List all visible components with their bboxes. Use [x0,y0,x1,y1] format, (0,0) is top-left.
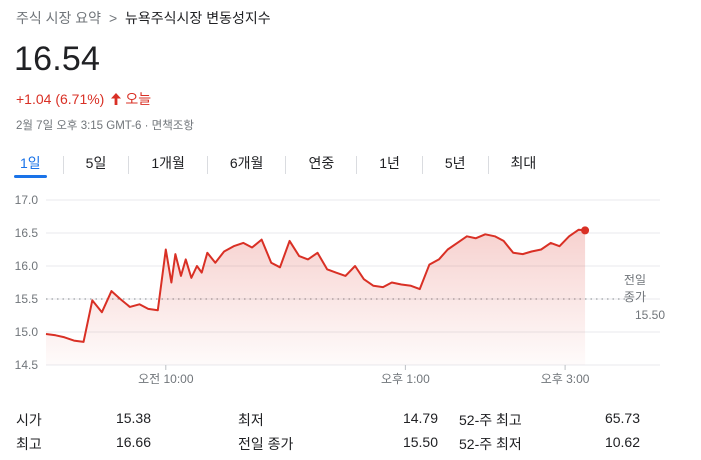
breadcrumb-parent-link[interactable]: 주식 시장 요약 [16,10,102,26]
previous-close-value: 15.50 [635,308,665,322]
stats-row: 시가 15.38 최저 14.79 52-주 최고 65.73 [16,410,646,430]
previous-close-label: 종가 [624,290,646,304]
tab-divider [356,156,358,174]
x-tick-label: 오후 1:00 [381,372,430,386]
price-change-value: +1.04 (6.71%) [16,91,105,107]
stat-label: 최저 [238,412,264,428]
stat-value: 14.79 [402,410,438,426]
quote-timestamp: 2월 7일 오후 3:15 GMT-6 · 면책조항 [16,117,194,133]
tab-5y[interactable]: 5년 [444,155,466,171]
stats-row: 최고 16.66 전일 종가 15.50 52-주 최저 10.62 [16,434,646,454]
stat-label: 52-주 최저 [459,436,522,452]
tab-1y[interactable]: 1년 [379,155,400,171]
previous-close-label: 전일 [624,273,646,287]
tab-divider [421,156,423,174]
x-tick-label: 오후 3:00 [541,372,590,386]
y-tick-label: 16.5 [15,226,39,240]
tab-divider [487,156,489,174]
tab-divider [62,156,64,174]
tab-1d[interactable]: 1일 [14,150,47,180]
tab-max[interactable]: 최대 [510,155,537,171]
y-tick-label: 15.0 [15,325,39,339]
y-tick-label: 14.5 [15,358,39,372]
price-change: +1.04 (6.71%) 오늘 [16,89,151,109]
stat-value: 65.73 [604,410,640,426]
y-tick-label: 17.0 [15,193,39,207]
breadcrumb-current: 뉴욕주식시장 변동성지수 [125,10,271,26]
stat-label: 최고 [16,436,42,452]
tab-5d[interactable]: 5일 [85,155,107,171]
tab-1m[interactable]: 1개월 [151,155,185,171]
stat-value: 15.50 [402,434,438,450]
breadcrumb-separator: > [108,10,118,26]
tab-6m[interactable]: 6개월 [229,155,264,171]
stat-label: 전일 종가 [238,436,294,452]
stat-value: 10.62 [604,434,640,450]
tab-ytd[interactable]: 연중 [308,155,335,171]
price-chart[interactable]: 17.0 16.5 16.0 15.5 15.0 14.5 오전 10:00 오후 1:00 오… [0,190,701,390]
last-price-dot [581,226,590,235]
tab-divider [285,156,287,174]
x-tick-label: 오전 10:00 [138,372,194,386]
arrow-up-icon [110,92,122,106]
price-change-period: 오늘 [125,91,152,107]
price-line [45,228,586,343]
tab-divider [128,156,130,174]
current-price: 16.54 [14,40,101,78]
tab-divider [206,156,208,174]
y-tick-label: 16.0 [15,259,39,273]
stat-value: 16.66 [115,434,151,450]
y-tick-label: 15.5 [15,292,39,306]
price-area [46,229,586,365]
stat-label: 시가 [16,412,42,428]
stat-label: 52-주 최고 [459,412,522,428]
timestamp-text[interactable]: 2월 7일 오후 3:15 GMT-6 · 면책조항 [16,120,194,132]
breadcrumb: 주식 시장 요약 > 뉴욕주식시장 변동성지수 [16,8,271,28]
range-tabs: 1일 5일 1개월 6개월 연중 1년 5년 최대 [14,150,542,180]
stat-value: 15.38 [115,410,151,426]
